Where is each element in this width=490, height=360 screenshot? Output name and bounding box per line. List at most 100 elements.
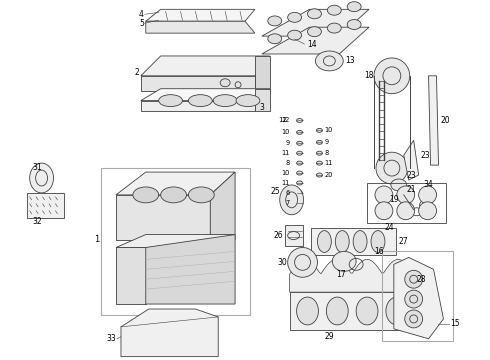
Text: 33: 33: [106, 334, 116, 343]
Text: 8: 8: [285, 160, 290, 166]
Ellipse shape: [189, 95, 212, 107]
Polygon shape: [394, 257, 443, 339]
Text: 7: 7: [285, 200, 290, 206]
Ellipse shape: [347, 2, 361, 12]
Ellipse shape: [376, 152, 408, 184]
Polygon shape: [146, 9, 255, 21]
Polygon shape: [255, 56, 270, 91]
Bar: [101, 168, 250, 315]
Ellipse shape: [317, 140, 322, 144]
Text: 3: 3: [260, 103, 265, 112]
Text: 9: 9: [324, 139, 328, 145]
Ellipse shape: [353, 231, 367, 252]
Ellipse shape: [288, 12, 301, 22]
Ellipse shape: [30, 163, 53, 193]
Polygon shape: [290, 260, 414, 292]
Text: 12: 12: [281, 117, 290, 123]
Text: 31: 31: [33, 163, 43, 172]
Text: 11: 11: [281, 180, 290, 186]
Ellipse shape: [161, 187, 187, 203]
Polygon shape: [255, 89, 270, 111]
Polygon shape: [429, 76, 439, 165]
Polygon shape: [146, 235, 235, 304]
Ellipse shape: [296, 191, 302, 195]
Text: 28: 28: [416, 275, 426, 284]
Ellipse shape: [133, 187, 159, 203]
Ellipse shape: [375, 202, 393, 220]
Ellipse shape: [317, 151, 322, 155]
Text: 20: 20: [441, 116, 450, 125]
Ellipse shape: [317, 129, 322, 132]
Ellipse shape: [332, 251, 356, 271]
Ellipse shape: [327, 5, 341, 15]
Bar: [26, 193, 64, 218]
Ellipse shape: [213, 95, 237, 107]
Text: 14: 14: [308, 40, 317, 49]
Ellipse shape: [397, 202, 415, 220]
Ellipse shape: [220, 79, 230, 87]
Text: 15: 15: [450, 319, 460, 328]
Text: 13: 13: [345, 57, 355, 66]
Ellipse shape: [236, 95, 260, 107]
Text: 32: 32: [33, 217, 43, 226]
Text: 6: 6: [285, 190, 290, 196]
Ellipse shape: [280, 185, 303, 215]
Text: 10: 10: [281, 170, 290, 176]
Polygon shape: [121, 309, 218, 357]
Bar: [285, 225, 302, 247]
Ellipse shape: [296, 201, 302, 205]
Polygon shape: [116, 235, 235, 247]
Ellipse shape: [296, 161, 302, 165]
Ellipse shape: [418, 202, 437, 220]
Ellipse shape: [268, 34, 282, 44]
Ellipse shape: [288, 247, 318, 277]
Text: 21: 21: [407, 185, 416, 194]
Text: 1: 1: [94, 235, 99, 244]
Ellipse shape: [374, 58, 410, 94]
Ellipse shape: [418, 186, 437, 204]
Polygon shape: [116, 172, 235, 195]
Polygon shape: [262, 9, 369, 36]
Ellipse shape: [317, 173, 322, 177]
Ellipse shape: [317, 161, 322, 165]
Text: 10: 10: [281, 129, 290, 135]
Ellipse shape: [296, 297, 318, 325]
Text: 18: 18: [365, 71, 374, 80]
Ellipse shape: [159, 95, 182, 107]
Text: 11: 11: [281, 150, 290, 156]
Text: 26: 26: [273, 231, 283, 240]
Polygon shape: [210, 172, 235, 239]
Text: 27: 27: [399, 237, 409, 246]
Ellipse shape: [296, 151, 302, 155]
Polygon shape: [116, 195, 210, 239]
Text: 25: 25: [270, 188, 280, 197]
Ellipse shape: [316, 51, 343, 71]
Polygon shape: [116, 247, 146, 304]
Ellipse shape: [405, 270, 422, 288]
Ellipse shape: [326, 297, 348, 325]
Text: 34: 34: [424, 180, 433, 189]
Ellipse shape: [296, 141, 302, 145]
Polygon shape: [141, 89, 270, 100]
Text: 17: 17: [337, 270, 346, 279]
Text: 4: 4: [139, 10, 144, 19]
Polygon shape: [141, 100, 255, 111]
Ellipse shape: [347, 19, 361, 30]
Ellipse shape: [397, 186, 415, 204]
Ellipse shape: [386, 297, 408, 325]
Ellipse shape: [308, 9, 321, 19]
Text: 8: 8: [324, 150, 329, 156]
Polygon shape: [141, 56, 270, 76]
Ellipse shape: [296, 118, 302, 122]
Bar: [290, 292, 414, 330]
Text: 10: 10: [324, 127, 333, 134]
Text: 11: 11: [324, 160, 333, 166]
Ellipse shape: [288, 30, 301, 40]
Ellipse shape: [189, 187, 214, 203]
Ellipse shape: [391, 179, 407, 191]
Ellipse shape: [268, 16, 282, 26]
Polygon shape: [404, 140, 418, 180]
Ellipse shape: [296, 181, 302, 185]
Text: 16: 16: [374, 247, 384, 256]
Ellipse shape: [327, 23, 341, 33]
